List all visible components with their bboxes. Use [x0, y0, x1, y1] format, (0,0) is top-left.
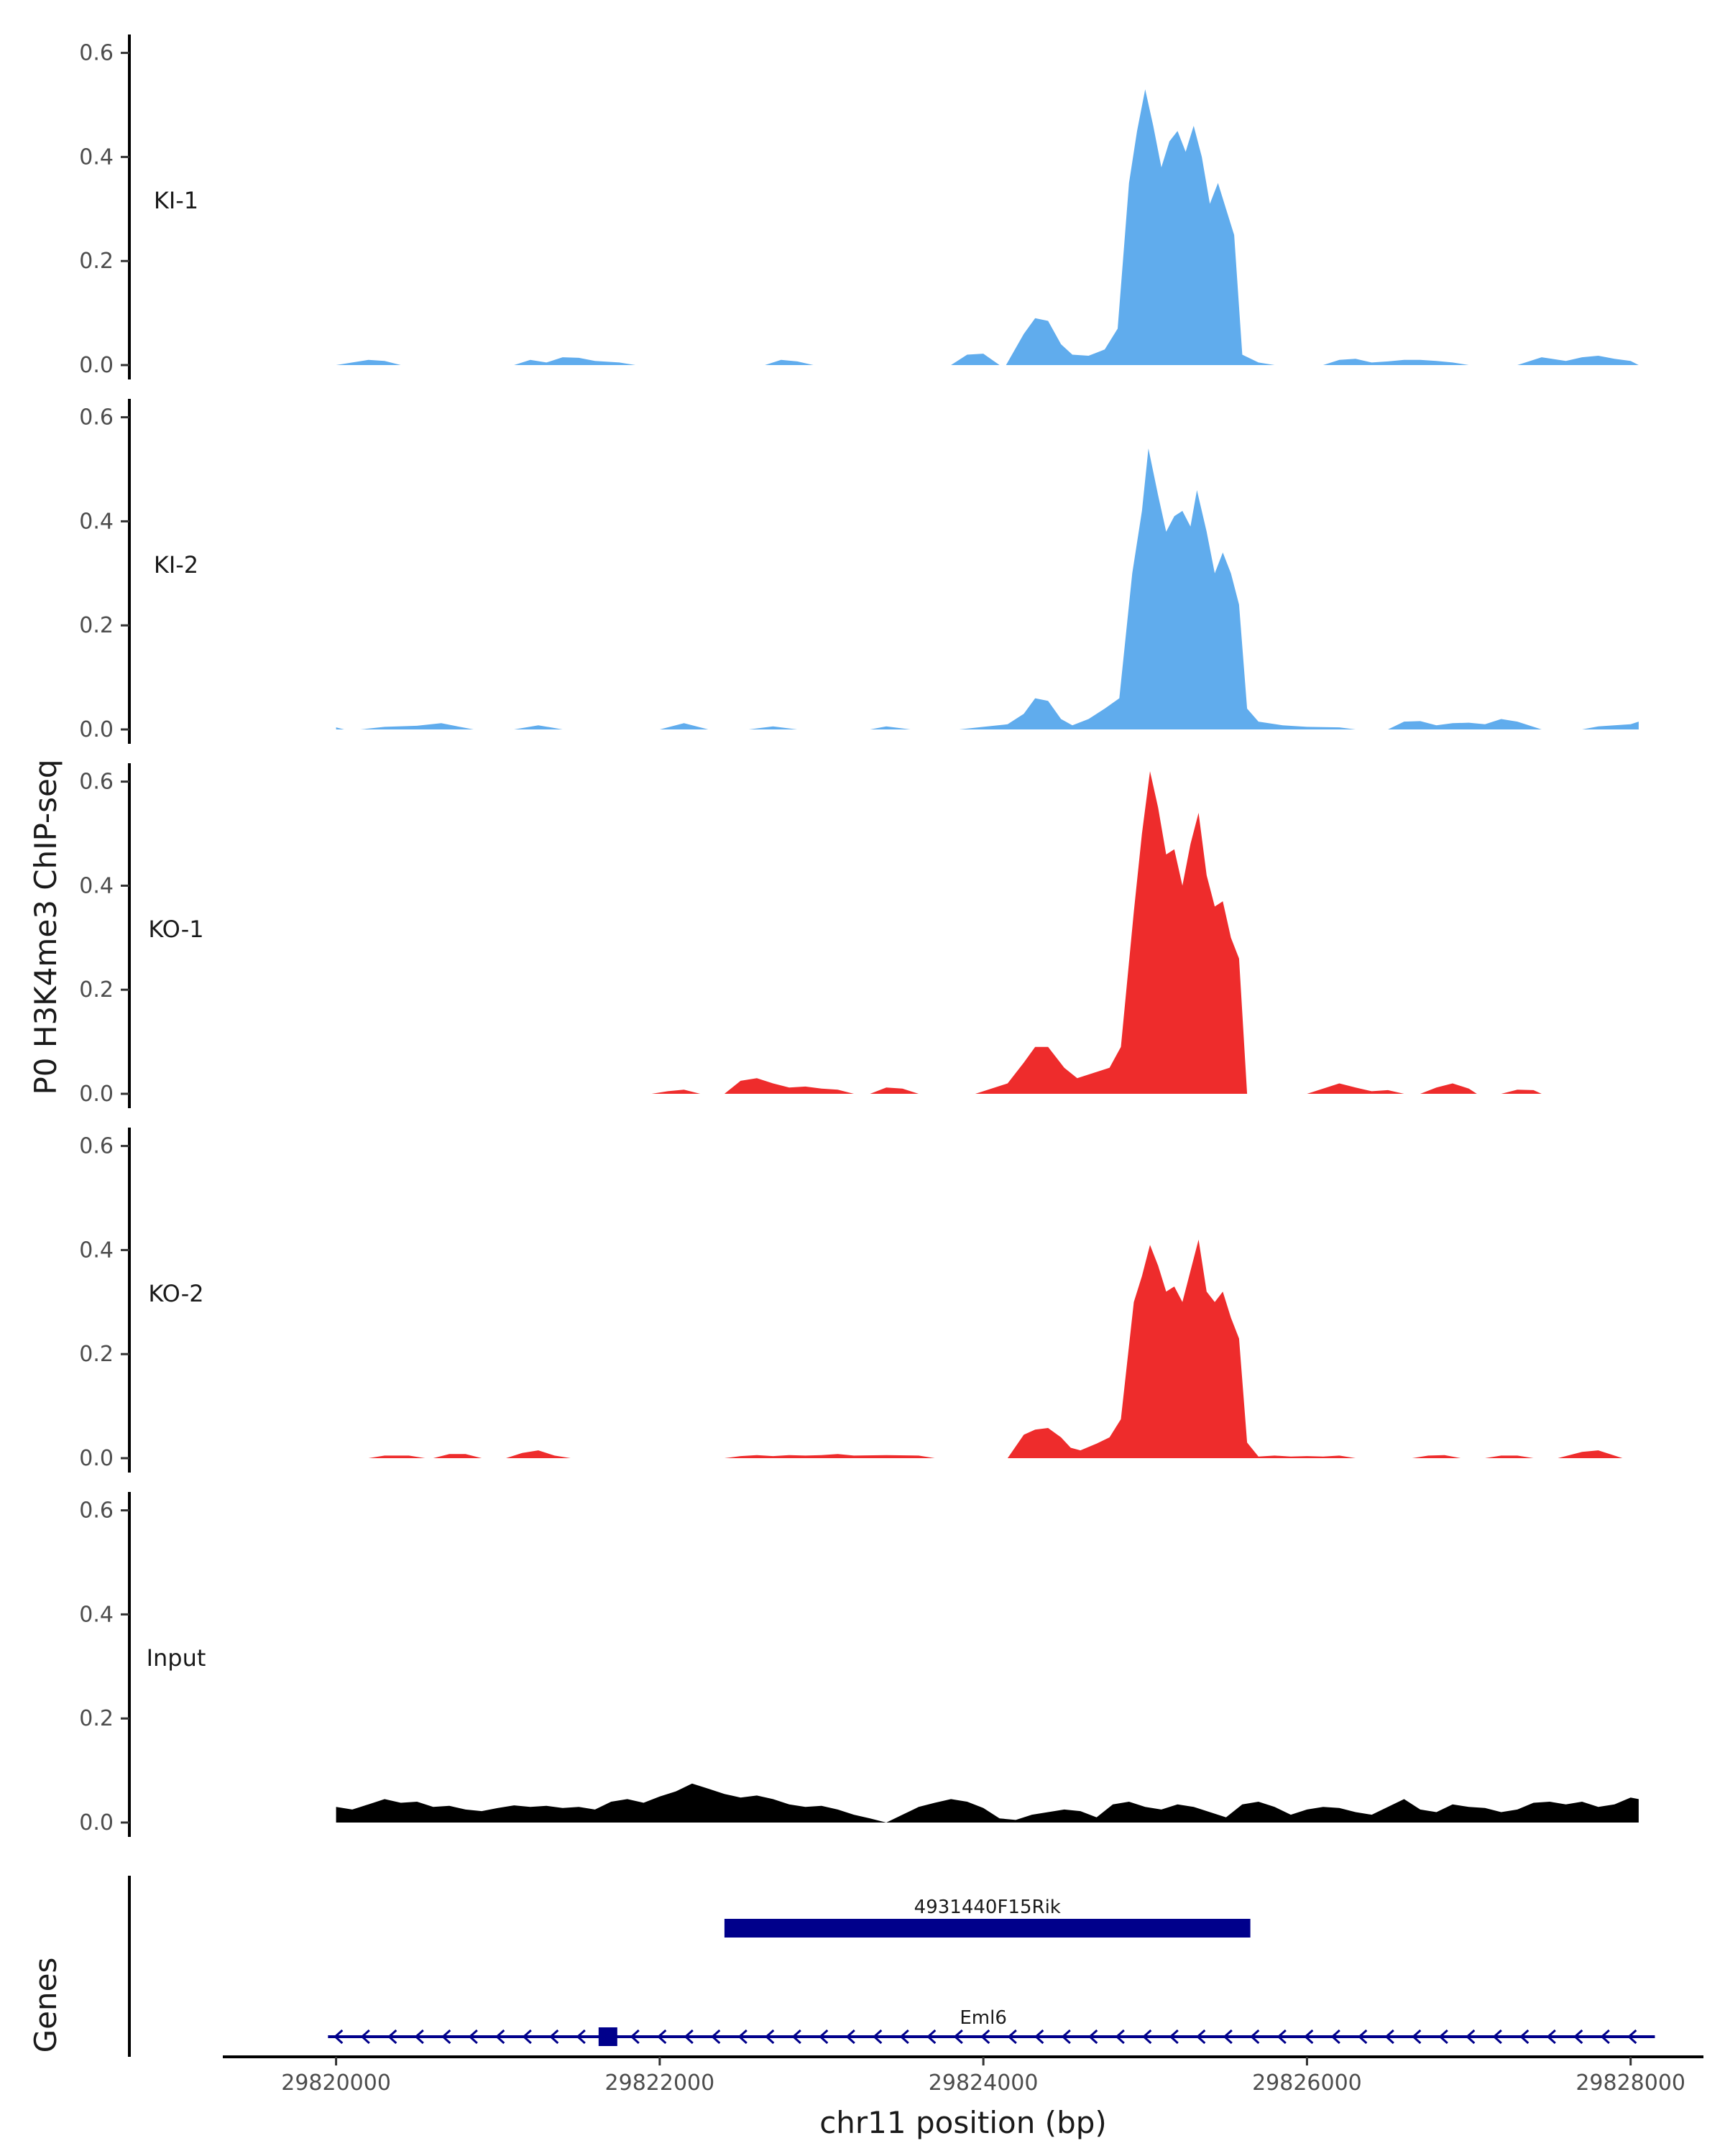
y-tick-label: 0.2: [79, 977, 114, 1003]
track-label: KO-2: [148, 1280, 203, 1307]
strand-arrow: [1492, 2029, 1502, 2045]
y-tick-label: 0.2: [79, 1342, 114, 1367]
y-tick-label: 0.2: [79, 249, 114, 274]
y-tick-label: 0.4: [79, 1602, 114, 1627]
strand-arrow: [1600, 2029, 1610, 2045]
strand-arrow: [495, 2029, 505, 2045]
strand-arrow: [1384, 2029, 1394, 2045]
track-panel: 0.0 0.2 0.4 0.6 KI-2: [79, 399, 1639, 744]
x-axis-title: chr11 position (bp): [819, 2105, 1107, 2140]
series-area: [651, 771, 1542, 1094]
gene-label: 4931440F15Rik: [914, 1897, 1061, 1918]
strand-arrow: [1223, 2029, 1233, 2045]
strand-arrow: [1196, 2029, 1206, 2045]
strand-arrow: [630, 2029, 640, 2045]
strand-arrow: [765, 2029, 775, 2045]
y-tick-label: 0.6: [79, 41, 114, 66]
strand-arrow: [1276, 2029, 1287, 2045]
track-label: KO-1: [148, 916, 203, 943]
y-tick-label: 0.0: [79, 717, 114, 742]
strand-arrow: [1304, 2029, 1314, 2045]
y-tick-label: 0.4: [79, 509, 114, 534]
x-tick-label: 29824000: [929, 2070, 1039, 2096]
genes-axis-title: Genes: [28, 1958, 63, 2053]
strand-arrow: [1627, 2029, 1637, 2045]
genes-panel: 4931440F15Rik Eml6: [128, 1876, 1655, 2057]
strand-arrow: [1466, 2029, 1476, 2045]
strand-arrow: [441, 2029, 451, 2045]
strand-arrow: [1330, 2029, 1340, 2045]
strand-arrow: [1519, 2029, 1530, 2045]
tracks: 0.00.20.40.6KI-10.00.20.40.6KI-20.00.20.…: [79, 34, 1639, 1837]
strand-arrow: [684, 2029, 694, 2045]
y-axis-title: P0 H3K4me3 ChIP-seq: [28, 759, 63, 1095]
strand-arrow: [549, 2029, 559, 2045]
y-tick-label: 0.2: [79, 613, 114, 638]
strand-arrow: [387, 2029, 397, 2045]
strand-arrow: [1358, 2029, 1368, 2045]
x-tick-label: 29820000: [281, 2070, 391, 2096]
track-panel: 0.0 0.2 0.4 0.6 KO-2: [79, 1128, 1623, 1473]
strand-arrow: [926, 2029, 937, 2045]
y-tick-label: 0.0: [79, 1446, 114, 1471]
track-label: KI-2: [154, 551, 198, 579]
track-panel: 0.0 0.2 0.4 0.6 KO-1: [79, 763, 1542, 1108]
y-tick-label: 0.0: [79, 1810, 114, 1835]
y-tick-label: 0.2: [79, 1706, 114, 1731]
strand-arrow: [1142, 2029, 1152, 2045]
y-tick-label: 0.6: [79, 1134, 114, 1159]
strand-arrow: [657, 2029, 667, 2045]
y-tick-label: 0.6: [79, 770, 114, 795]
y-tick-label: 0.4: [79, 873, 114, 898]
track-label: KI-1: [154, 187, 198, 214]
gene-label: Eml6: [960, 2007, 1007, 2029]
strand-arrow: [1573, 2029, 1583, 2045]
strand-arrow: [522, 2029, 532, 2045]
y-tick-label: 0.6: [79, 1498, 114, 1524]
strand-arrow: [360, 2029, 370, 2045]
strand-arrow: [899, 2029, 909, 2045]
strand-arrow: [1250, 2029, 1260, 2045]
y-tick-label: 0.0: [79, 353, 114, 378]
gene-exon: [598, 2027, 617, 2046]
x-axis: 29820000 29822000 29824000 29826000 29828000: [223, 2055, 1703, 2096]
strand-arrow: [1546, 2029, 1556, 2045]
strand-arrow: [980, 2029, 990, 2045]
y-tick-label: 0.0: [79, 1082, 114, 1107]
x-tick-label: 29826000: [1252, 2070, 1362, 2096]
strand-arrow: [819, 2029, 829, 2045]
series-area: [336, 1783, 1639, 1823]
strand-arrow: [1034, 2029, 1044, 2045]
series-area: [368, 1239, 1623, 1458]
strand-arrow: [576, 2029, 586, 2045]
strand-arrow: [791, 2029, 801, 2045]
y-tick-label: 0.4: [79, 1238, 114, 1263]
y-tick-label: 0.6: [79, 405, 114, 430]
strand-arrow: [845, 2029, 855, 2045]
strand-arrow: [1412, 2029, 1422, 2045]
gene-body: [724, 1919, 1251, 1938]
strand-arrow: [1115, 2029, 1125, 2045]
strand-arrow: [1088, 2029, 1098, 2045]
strand-arrow: [953, 2029, 963, 2045]
strand-arrow: [334, 2029, 344, 2045]
x-tick-label: 29828000: [1576, 2070, 1685, 2096]
series-area: [336, 448, 1639, 729]
strand-arrow: [1169, 2029, 1179, 2045]
x-tick-label: 29822000: [605, 2070, 715, 2096]
strand-arrow: [1438, 2029, 1448, 2045]
strand-arrow: [737, 2029, 748, 2045]
strand-arrow: [1061, 2029, 1071, 2045]
strand-arrow: [711, 2029, 721, 2045]
strand-arrow: [1007, 2029, 1017, 2045]
strand-arrow: [468, 2029, 478, 2045]
y-tick-label: 0.4: [79, 144, 114, 170]
strand-arrow: [873, 2029, 883, 2045]
strand-arrow: [414, 2029, 424, 2045]
track-panel: 0.0 0.2 0.4 0.6 KI-1: [79, 34, 1639, 379]
series-area: [336, 89, 1639, 366]
track-panel: 0.0 0.2 0.4 0.6 Input: [79, 1492, 1639, 1837]
track-label: Input: [147, 1644, 206, 1672]
